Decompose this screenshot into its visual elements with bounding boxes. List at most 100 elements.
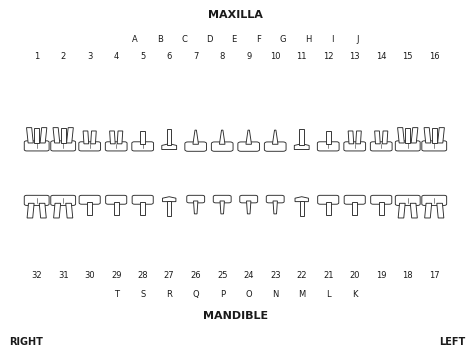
Polygon shape (300, 201, 304, 215)
FancyBboxPatch shape (238, 142, 260, 151)
Text: 25: 25 (217, 271, 228, 280)
Text: 14: 14 (376, 53, 386, 61)
Text: 4: 4 (114, 53, 119, 61)
Polygon shape (163, 197, 176, 202)
Polygon shape (87, 202, 92, 215)
Polygon shape (167, 129, 172, 144)
Polygon shape (348, 131, 354, 144)
Polygon shape (66, 128, 73, 143)
Polygon shape (54, 203, 61, 218)
Text: 19: 19 (376, 271, 386, 280)
Text: 28: 28 (137, 271, 148, 280)
Polygon shape (219, 130, 225, 144)
Text: 29: 29 (111, 271, 121, 280)
FancyBboxPatch shape (370, 142, 392, 151)
Text: 24: 24 (244, 271, 254, 280)
Text: O: O (246, 290, 252, 299)
Text: H: H (305, 35, 311, 44)
Text: A: A (132, 35, 138, 44)
Text: S: S (140, 290, 146, 299)
FancyBboxPatch shape (266, 195, 284, 203)
Polygon shape (326, 131, 330, 144)
Text: 17: 17 (429, 271, 439, 280)
Text: C: C (182, 35, 188, 44)
FancyBboxPatch shape (24, 195, 49, 206)
Text: 7: 7 (193, 53, 199, 61)
Text: MAXILLA: MAXILLA (209, 10, 263, 20)
Polygon shape (411, 128, 418, 143)
Polygon shape (40, 128, 47, 143)
Text: 21: 21 (323, 271, 334, 280)
Polygon shape (117, 131, 123, 144)
Polygon shape (109, 131, 115, 144)
Text: 27: 27 (164, 271, 174, 280)
Polygon shape (27, 203, 34, 218)
Text: 6: 6 (166, 53, 172, 61)
Polygon shape (424, 128, 431, 143)
Polygon shape (246, 130, 252, 144)
Text: F: F (256, 35, 261, 44)
Polygon shape (193, 130, 199, 144)
Text: 3: 3 (87, 53, 92, 61)
Polygon shape (432, 128, 437, 143)
Text: L: L (326, 290, 330, 299)
Polygon shape (398, 128, 404, 143)
Polygon shape (437, 203, 444, 218)
FancyBboxPatch shape (105, 142, 127, 151)
Text: 2: 2 (61, 53, 66, 61)
Text: 26: 26 (191, 271, 201, 280)
FancyBboxPatch shape (422, 141, 447, 151)
Text: 23: 23 (270, 271, 281, 280)
Text: LEFT: LEFT (439, 337, 465, 347)
Polygon shape (140, 131, 145, 144)
FancyBboxPatch shape (240, 195, 258, 203)
Polygon shape (326, 202, 330, 215)
Polygon shape (27, 128, 33, 143)
Polygon shape (66, 203, 73, 218)
Polygon shape (295, 197, 309, 202)
Polygon shape (273, 130, 278, 144)
Polygon shape (352, 202, 357, 215)
Polygon shape (379, 202, 383, 215)
Polygon shape (34, 128, 39, 143)
Text: I: I (331, 35, 334, 44)
Polygon shape (410, 203, 417, 218)
Polygon shape (438, 128, 445, 143)
Text: 22: 22 (296, 271, 307, 280)
Polygon shape (405, 128, 410, 143)
FancyBboxPatch shape (344, 142, 365, 151)
FancyBboxPatch shape (51, 141, 75, 151)
Text: B: B (157, 35, 163, 44)
Text: 18: 18 (402, 271, 413, 280)
Polygon shape (398, 203, 405, 218)
Text: 30: 30 (84, 271, 95, 280)
FancyBboxPatch shape (395, 195, 420, 206)
Polygon shape (167, 201, 171, 215)
Polygon shape (193, 201, 198, 214)
FancyBboxPatch shape (318, 195, 339, 204)
Text: 31: 31 (58, 271, 69, 280)
Polygon shape (61, 128, 66, 143)
Polygon shape (374, 131, 380, 144)
Text: R: R (166, 290, 172, 299)
Text: K: K (352, 290, 357, 299)
Polygon shape (273, 201, 277, 214)
Polygon shape (39, 203, 46, 218)
FancyBboxPatch shape (264, 142, 286, 151)
Text: RIGHT: RIGHT (9, 337, 43, 347)
Polygon shape (114, 202, 118, 215)
FancyBboxPatch shape (185, 142, 207, 151)
Text: P: P (219, 290, 225, 299)
Text: 20: 20 (349, 271, 360, 280)
FancyBboxPatch shape (51, 195, 75, 206)
Text: 16: 16 (429, 53, 439, 61)
FancyBboxPatch shape (422, 195, 447, 206)
Polygon shape (83, 131, 89, 144)
Text: 9: 9 (246, 53, 251, 61)
Polygon shape (300, 129, 304, 144)
Polygon shape (162, 144, 177, 149)
Text: 8: 8 (219, 53, 225, 61)
Text: 1: 1 (34, 53, 39, 61)
Polygon shape (91, 131, 96, 144)
Text: D: D (206, 35, 212, 44)
